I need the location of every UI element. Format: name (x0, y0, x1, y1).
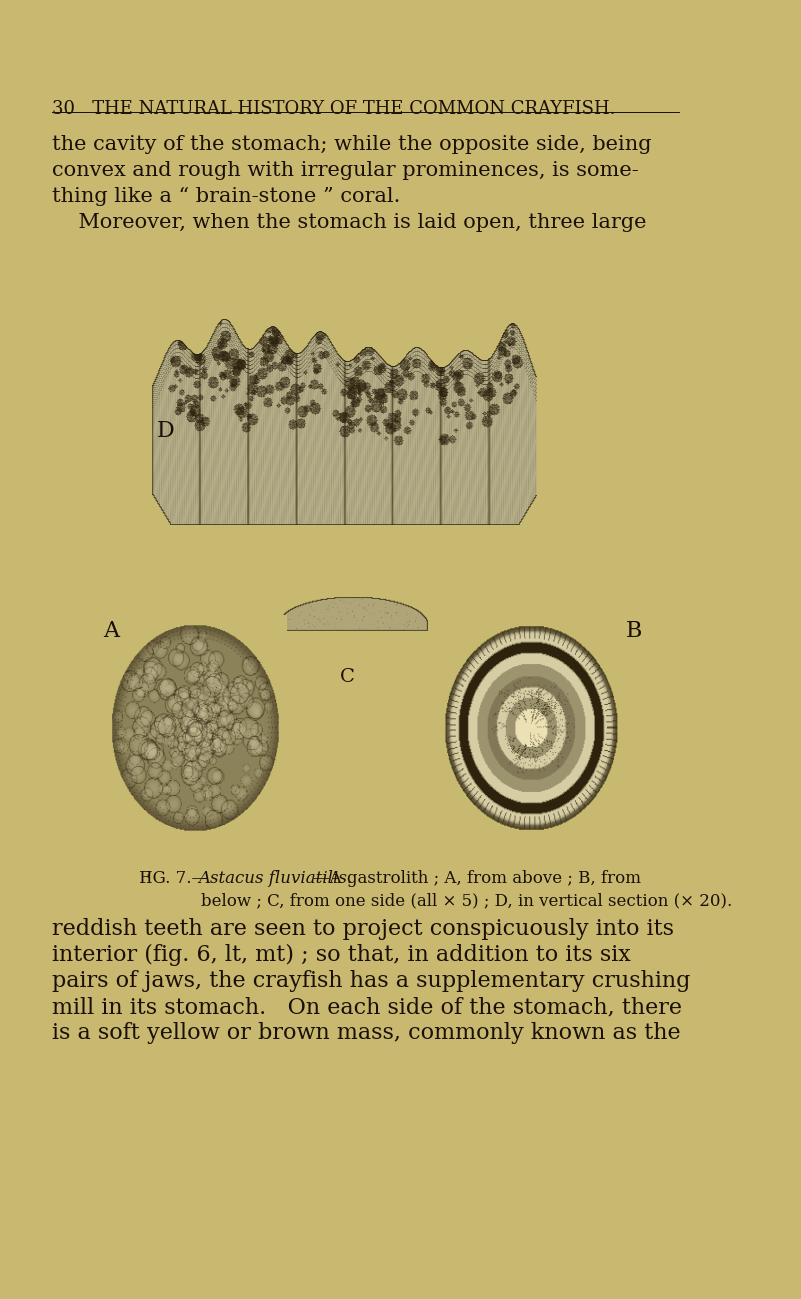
Text: —A gastrolith ; A, from above ; B, from: —A gastrolith ; A, from above ; B, from (313, 870, 641, 887)
Text: interior (fig. 6, lt, mt) ; so that, in addition to its six: interior (fig. 6, lt, mt) ; so that, in … (52, 944, 630, 966)
Text: below ; C, from one side (all × 5) ; D, in vertical section (× 20).: below ; C, from one side (all × 5) ; D, … (201, 892, 732, 909)
Text: B: B (626, 620, 642, 642)
Text: Moreover, when the stomach is laid open, three large: Moreover, when the stomach is laid open,… (52, 213, 646, 233)
Text: the cavity of the stomach; while the opposite side, being: the cavity of the stomach; while the opp… (52, 135, 651, 155)
Text: C: C (340, 668, 354, 686)
Text: F: F (139, 870, 151, 887)
Text: is a soft yellow or brown mass, commonly known as the: is a soft yellow or brown mass, commonly… (52, 1022, 681, 1044)
Text: D: D (156, 420, 174, 442)
Text: mill in its stomach.   On each side of the stomach, there: mill in its stomach. On each side of the… (52, 996, 682, 1018)
Text: Astacus fluviatilis.: Astacus fluviatilis. (199, 870, 352, 887)
Text: thing like a “ brain-stone ” coral.: thing like a “ brain-stone ” coral. (52, 187, 400, 207)
Text: IG. 7.—: IG. 7.— (146, 870, 207, 887)
Text: reddish teeth are seen to project conspicuously into its: reddish teeth are seen to project conspi… (52, 918, 674, 940)
Text: A: A (103, 620, 119, 642)
Text: convex and rough with irregular prominences, is some-: convex and rough with irregular prominen… (52, 161, 638, 181)
Text: pairs of jaws, the crayfish has a supplementary crushing: pairs of jaws, the crayfish has a supple… (52, 970, 690, 992)
Text: 30   THE NATURAL HISTORY OF THE COMMON CRAYFISH.: 30 THE NATURAL HISTORY OF THE COMMON CRA… (52, 100, 615, 118)
